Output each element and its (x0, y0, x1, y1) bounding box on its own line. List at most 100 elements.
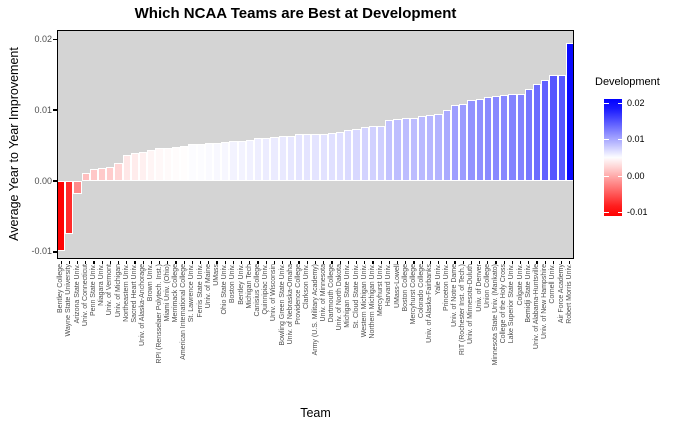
bar-canisius-college (253, 138, 263, 181)
x-tick-mark (364, 260, 366, 264)
bar-arizona-state-univ (73, 181, 82, 195)
x-tick-mark (101, 260, 103, 264)
x-tick-mark (561, 260, 563, 264)
x-tick-label: RIT (Rochester Inst. of Tech.) (459, 264, 467, 356)
legend-tick-label: 0.00 (627, 170, 645, 181)
x-tick-label: Mercyhurst College (409, 264, 417, 325)
legend-tick-mark (617, 211, 622, 214)
bar-merrimack-college (171, 146, 181, 181)
bar-st-cloud-state-univ (352, 129, 361, 181)
x-tick-mark (216, 260, 218, 264)
x-tick-label: Providence College (295, 264, 303, 325)
bar-univ-of-maine (204, 143, 213, 181)
bar-niagara-univ (98, 167, 107, 181)
bar-boston-univ (229, 140, 238, 181)
bar-colorado-college (418, 116, 427, 181)
x-tick-mark (396, 260, 399, 264)
bar-clarkson-univ (303, 134, 312, 181)
x-tick-label: Northern Michigan Univ. (368, 264, 376, 339)
x-tick-mark (323, 260, 325, 264)
x-tick-label: Army (U.S. Military Academy) (311, 264, 319, 356)
legend-tick-mark (604, 175, 609, 177)
bar-univ-of-denver (475, 98, 484, 181)
bar-univ-of-alaska-fairbanks (426, 115, 435, 181)
legend-tick-label: -0.01 (627, 207, 648, 217)
bar-mercyhurst-college (409, 117, 419, 181)
x-tick-mark (528, 260, 530, 264)
x-tick-label: Bowling Green State Univ. (278, 264, 286, 346)
x-tick-label: Clarkson Univ. (303, 264, 311, 309)
x-tick-label: Bemidji State Univ. (524, 264, 532, 323)
x-tick-label: Bentley Univ. (237, 264, 245, 305)
x-tick-label: Univ. of Minnesota-Duluth (467, 264, 475, 345)
bar-univ-of-alaska-anchorage (139, 151, 148, 181)
bar-boston-college (401, 117, 410, 181)
bar-univ-of-north-dakota (336, 132, 345, 181)
x-axis-title: Team (300, 406, 331, 420)
x-tick-mark (282, 260, 284, 264)
x-tick-mark (421, 260, 423, 264)
x-tick-label: Univ. of Alabama-Huntsville (533, 264, 541, 350)
x-tick-label: Univ. of Nebraska-Omaha (286, 264, 294, 345)
bar-western-michigan-univ (360, 127, 369, 181)
x-tick-label: Brown Univ. (147, 264, 155, 302)
x-tick-label: Harvard Univ. (385, 264, 393, 307)
bar-quinnipiac-univ (262, 137, 271, 181)
bar-univ-of-michigan (114, 163, 123, 181)
x-tick-mark (265, 260, 267, 264)
x-tick-mark (306, 260, 308, 264)
x-tick-mark (257, 260, 259, 264)
bar-providence-college (294, 134, 304, 181)
x-tick-mark (224, 260, 226, 264)
x-tick-mark (569, 260, 571, 264)
x-tick-label: Miami Univ. (Ohio) (163, 264, 171, 322)
bar-univ-of-notre-dame (450, 105, 460, 181)
x-tick-label: Colgate Univ. (516, 264, 524, 306)
x-tick-label: Northeastern Univ. (122, 264, 130, 322)
bar-harvard-univ (385, 120, 394, 181)
x-tick-label: Penn State Univ. (89, 264, 97, 317)
bar-univ-of-new-hampshire (541, 79, 550, 181)
bar-univ-of-vermont (106, 166, 115, 181)
x-tick-label: Air Force Academy (557, 264, 565, 324)
bar-cornell-univ (549, 75, 558, 181)
bar-umass (212, 142, 222, 181)
bar-northern-michigan-univ (368, 126, 378, 181)
x-tick-mark (429, 260, 431, 264)
y-tick-mark (53, 251, 57, 253)
x-tick-label: Univ. of Michigan (114, 264, 122, 318)
x-tick-mark (298, 260, 300, 264)
bar-bowling-green-state-univ (278, 136, 287, 181)
bar-penn-state-univ (89, 168, 99, 181)
x-tick-label: St. Lawrence Univ. (188, 264, 196, 323)
bar-princeton-univ (442, 110, 451, 181)
x-tick-mark (175, 260, 177, 264)
x-tick-label: Ferris State Univ. (196, 264, 204, 318)
x-tick-mark (495, 260, 497, 264)
x-tick-label: Univ. of Denver (475, 264, 483, 312)
x-tick-mark (552, 260, 555, 264)
legend-tick-label: 0.01 (627, 134, 645, 145)
x-tick-label: Univ. of Alaska-Fairbanks (426, 264, 434, 343)
x-tick-label: UMass-Lowell (393, 264, 401, 308)
bar-mercyhurst-univ (377, 125, 386, 181)
bar-st-lawrence-univ (188, 144, 197, 181)
x-tick-mark (142, 260, 144, 264)
x-tick-mark (470, 260, 472, 264)
x-tick-label: Univ. of Wisconsin (270, 264, 278, 322)
x-tick-label: Sacred Heart Univ. (130, 264, 138, 323)
bar-univ-of-wisconsin (270, 137, 279, 181)
bar-wayne-state-university (65, 181, 74, 235)
bar-union-college (483, 96, 492, 181)
x-tick-label: Michigan Tech (245, 264, 253, 309)
x-tick-mark (76, 260, 79, 264)
x-tick-mark (134, 260, 136, 264)
bar-univ-of-alabama-huntsville (532, 83, 542, 181)
bar-ferris-state-univ (196, 144, 205, 181)
x-tick-mark (93, 260, 95, 264)
x-tick-mark (479, 260, 481, 264)
x-tick-mark (200, 260, 202, 264)
x-tick-mark (183, 260, 185, 264)
bar-sacred-heart-univ (130, 153, 140, 181)
bar-rpi-rensselaer-polytech-inst (155, 148, 164, 181)
